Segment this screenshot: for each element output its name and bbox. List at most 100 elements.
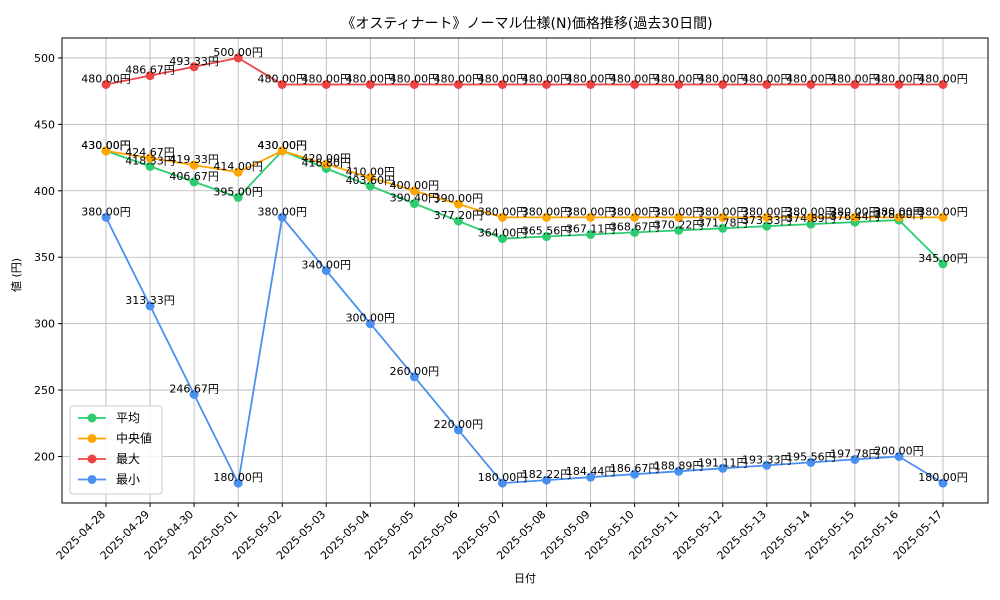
data-point: [365, 319, 375, 329]
data-label: 418.33円: [125, 154, 175, 167]
series-line: [105, 149, 943, 219]
data-point: [321, 159, 331, 169]
data-label: 191.11円: [698, 456, 748, 469]
series-0: [101, 146, 948, 269]
data-point: [586, 212, 596, 222]
data-point: [850, 454, 860, 464]
data-point: [409, 199, 419, 209]
data-label: 380.00円: [874, 205, 924, 218]
data-label: 400.00円: [390, 179, 440, 192]
data-label: 480.00円: [434, 73, 484, 86]
data-point: [453, 216, 463, 226]
data-point: [762, 221, 772, 231]
y-tick-label: 300: [34, 318, 55, 331]
data-point: [365, 181, 375, 191]
data-point: [718, 212, 728, 222]
data-label: 371.78円: [698, 216, 748, 229]
data-label: 180.00円: [918, 471, 968, 484]
data-label: 380.00円: [522, 205, 572, 218]
data-label: 380.00円: [81, 205, 131, 218]
data-label: 406.67円: [169, 170, 219, 183]
data-label: 480.00円: [566, 73, 616, 86]
data-label: 193.33円: [742, 453, 792, 466]
data-point: [233, 478, 243, 488]
data-label: 380.00円: [742, 205, 792, 218]
data-point: [850, 80, 860, 89]
data-label: 180.00円: [478, 471, 528, 484]
data-label: 480.00円: [257, 73, 307, 86]
data-label: 480.00円: [654, 73, 704, 86]
data-label: 380.00円: [654, 205, 704, 218]
data-label: 420.00円: [302, 152, 352, 165]
legend-item: 最小: [78, 473, 140, 487]
data-point: [806, 219, 816, 229]
data-label: 480.00円: [830, 73, 880, 86]
data-point: [189, 177, 199, 187]
legend-swatch-marker: [87, 454, 97, 464]
legend-box: [69, 405, 163, 495]
data-label: 182.22円: [522, 468, 572, 481]
data-label: 480.00円: [698, 73, 748, 86]
data-point: [233, 53, 243, 63]
y-tick-label: 450: [34, 118, 55, 131]
data-point: [630, 227, 640, 237]
data-label: 416.80円: [302, 156, 352, 169]
data-point: [277, 212, 287, 222]
data-label: 378.00円: [874, 208, 924, 221]
data-point: [321, 80, 331, 89]
data-label: 374.89円: [786, 212, 836, 225]
data-point: [542, 212, 552, 222]
y-axis-label: 値 (円): [10, 258, 23, 292]
data-label: 493.33円: [169, 55, 219, 68]
data-label: 390.40円: [390, 192, 440, 205]
data-label: 480.00円: [346, 73, 396, 86]
data-label: 403.60円: [346, 174, 396, 187]
data-label: 480.00円: [610, 73, 660, 86]
data-label: 188.89円: [654, 459, 704, 472]
data-point: [189, 389, 199, 399]
data-point: [145, 153, 155, 163]
data-label: 373.33円: [742, 214, 792, 227]
y-tick-label: 350: [34, 251, 55, 264]
data-label: 368.67円: [610, 220, 660, 233]
data-point: [453, 425, 463, 435]
data-label: 300.00円: [346, 312, 396, 325]
data-point: [630, 469, 640, 479]
data-point: [497, 234, 507, 244]
data-point: [497, 80, 507, 89]
data-point: [586, 80, 596, 89]
series-1: [101, 146, 948, 222]
data-point: [233, 192, 243, 202]
legend-label: 最小: [116, 473, 140, 487]
data-label: 480.00円: [478, 73, 528, 86]
data-point: [762, 80, 772, 89]
data-label: 380.00円: [698, 205, 748, 218]
data-point: [189, 62, 199, 72]
series-line: [105, 215, 944, 486]
data-label: 430.00円: [257, 139, 307, 152]
data-point: [189, 160, 199, 170]
data-label: 430.00円: [81, 139, 131, 152]
data-point: [101, 80, 111, 89]
data-point: [894, 80, 904, 89]
data-label: 424.67円: [125, 146, 175, 159]
data-label: 380.00円: [566, 205, 616, 218]
data-label: 186.67円: [610, 462, 660, 475]
data-point: [542, 475, 552, 485]
data-point: [674, 466, 684, 476]
data-label: 486.67円: [125, 64, 175, 77]
data-label: 390.00円: [434, 192, 484, 205]
data-point: [762, 460, 772, 470]
data-label: 395.00円: [213, 185, 263, 198]
data-point: [497, 478, 507, 488]
data-point: [718, 223, 728, 233]
data-point: [365, 80, 375, 89]
data-point: [453, 80, 463, 89]
data-label: 376.44円: [830, 210, 880, 223]
data-point: [938, 259, 948, 269]
data-point: [497, 212, 507, 222]
plot-frame: [61, 37, 989, 504]
